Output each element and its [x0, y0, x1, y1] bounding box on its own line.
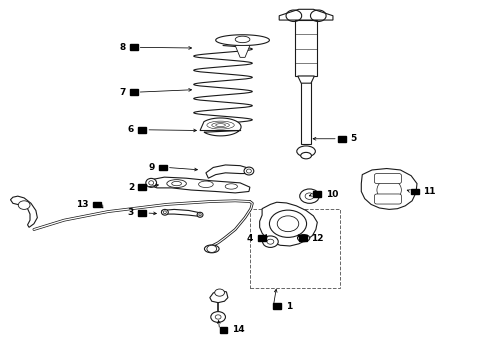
Polygon shape: [298, 76, 315, 83]
Ellipse shape: [199, 214, 201, 216]
Polygon shape: [139, 184, 147, 190]
Circle shape: [215, 289, 224, 296]
Polygon shape: [206, 165, 250, 178]
Text: 13: 13: [76, 200, 89, 209]
Circle shape: [207, 245, 217, 252]
Polygon shape: [295, 20, 317, 76]
Polygon shape: [235, 45, 250, 57]
Ellipse shape: [297, 234, 310, 242]
Polygon shape: [147, 177, 250, 193]
Polygon shape: [216, 35, 270, 45]
Ellipse shape: [198, 181, 213, 188]
Circle shape: [18, 201, 30, 210]
Polygon shape: [93, 202, 101, 207]
Text: 6: 6: [128, 125, 134, 134]
Text: 9: 9: [148, 163, 155, 172]
Circle shape: [263, 236, 278, 247]
Ellipse shape: [204, 245, 219, 253]
Ellipse shape: [235, 36, 250, 42]
Polygon shape: [159, 165, 167, 170]
Text: 10: 10: [326, 190, 338, 199]
Polygon shape: [10, 196, 37, 227]
Polygon shape: [258, 235, 266, 241]
Polygon shape: [338, 136, 345, 141]
FancyBboxPatch shape: [374, 194, 401, 204]
Polygon shape: [314, 192, 321, 197]
Ellipse shape: [377, 179, 401, 201]
Ellipse shape: [167, 180, 186, 188]
Polygon shape: [130, 89, 138, 95]
Polygon shape: [162, 210, 201, 217]
Polygon shape: [220, 327, 227, 333]
Ellipse shape: [244, 167, 254, 175]
Polygon shape: [279, 9, 333, 20]
Polygon shape: [210, 291, 228, 303]
Ellipse shape: [149, 181, 154, 185]
Text: 11: 11: [423, 187, 436, 196]
Polygon shape: [139, 210, 147, 216]
Ellipse shape: [172, 181, 181, 186]
Text: 3: 3: [128, 208, 134, 217]
Text: 5: 5: [350, 134, 356, 143]
Ellipse shape: [225, 184, 238, 189]
Circle shape: [277, 216, 299, 231]
Polygon shape: [301, 76, 311, 144]
Circle shape: [215, 315, 221, 319]
Circle shape: [267, 239, 274, 244]
Ellipse shape: [161, 210, 168, 215]
Circle shape: [211, 312, 225, 322]
Polygon shape: [299, 235, 307, 241]
Text: 14: 14: [232, 325, 245, 334]
Polygon shape: [260, 202, 318, 246]
Polygon shape: [361, 168, 417, 210]
Ellipse shape: [301, 152, 312, 159]
Polygon shape: [130, 44, 138, 50]
Text: 2: 2: [128, 183, 134, 192]
FancyBboxPatch shape: [374, 174, 401, 184]
Ellipse shape: [197, 212, 203, 217]
Ellipse shape: [297, 146, 316, 157]
Ellipse shape: [246, 169, 251, 173]
Text: 12: 12: [311, 234, 323, 243]
Polygon shape: [139, 127, 147, 133]
Polygon shape: [411, 189, 419, 194]
Text: 7: 7: [119, 87, 125, 96]
Polygon shape: [273, 303, 281, 309]
Ellipse shape: [163, 211, 166, 214]
Text: 4: 4: [247, 234, 253, 243]
Text: 8: 8: [119, 43, 125, 52]
Circle shape: [300, 189, 319, 203]
Circle shape: [305, 193, 314, 199]
Ellipse shape: [146, 179, 157, 187]
Circle shape: [300, 235, 308, 241]
Polygon shape: [200, 118, 241, 136]
Text: 1: 1: [286, 302, 292, 311]
Circle shape: [270, 210, 307, 237]
